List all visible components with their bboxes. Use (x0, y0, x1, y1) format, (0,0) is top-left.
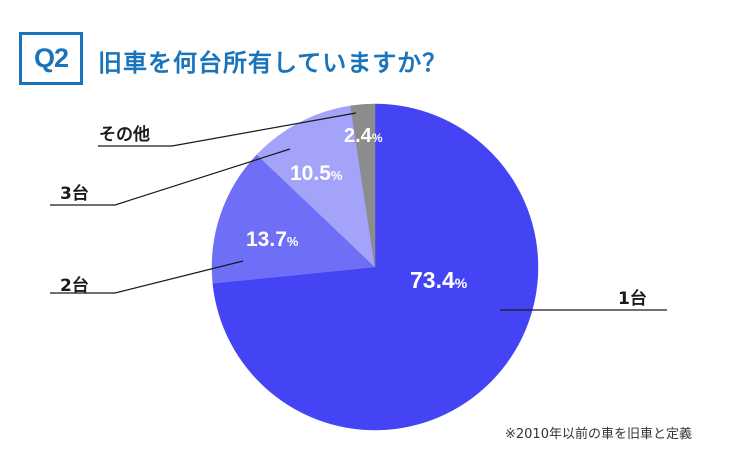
footnote: ※2010年以前の車を旧車と定義 (505, 427, 692, 442)
slice-value-label: 73.4% (410, 267, 468, 293)
slice-value-label: 10.5% (290, 162, 343, 185)
slice-category-label: その他 (99, 124, 150, 145)
leader-line (50, 260, 244, 294)
pie-slice (350, 103, 376, 268)
pie-slice (212, 103, 539, 431)
leader-line (98, 112, 357, 147)
question-title: 旧車を何台所有していますか？ (98, 49, 448, 77)
leader-line (50, 148, 291, 206)
slice-category-label: 3台 (60, 183, 89, 204)
slice-value-label: 2.4% (344, 125, 383, 147)
question-number-badge: Q2 (19, 32, 83, 85)
slice-value-label: 13.7% (246, 228, 299, 251)
slice-category-label: 2台 (60, 275, 89, 296)
slice-category-label: 1台 (618, 288, 647, 309)
